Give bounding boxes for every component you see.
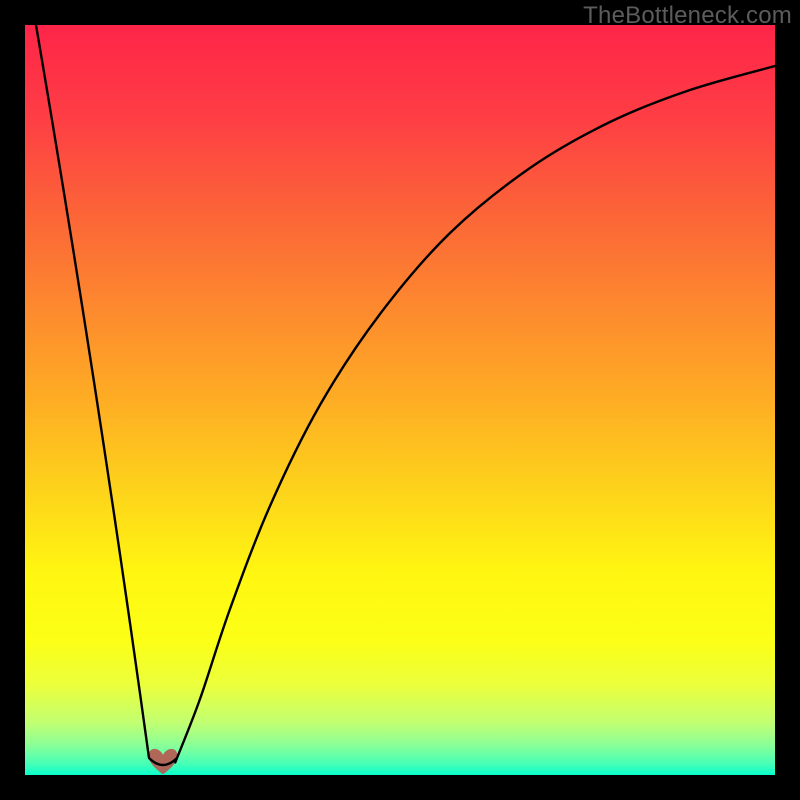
watermark-text: TheBottleneck.com bbox=[583, 2, 792, 30]
chart-container: TheBottleneck.com bbox=[0, 0, 800, 800]
plot-background bbox=[25, 25, 775, 775]
bottleneck-chart-svg bbox=[0, 0, 800, 800]
